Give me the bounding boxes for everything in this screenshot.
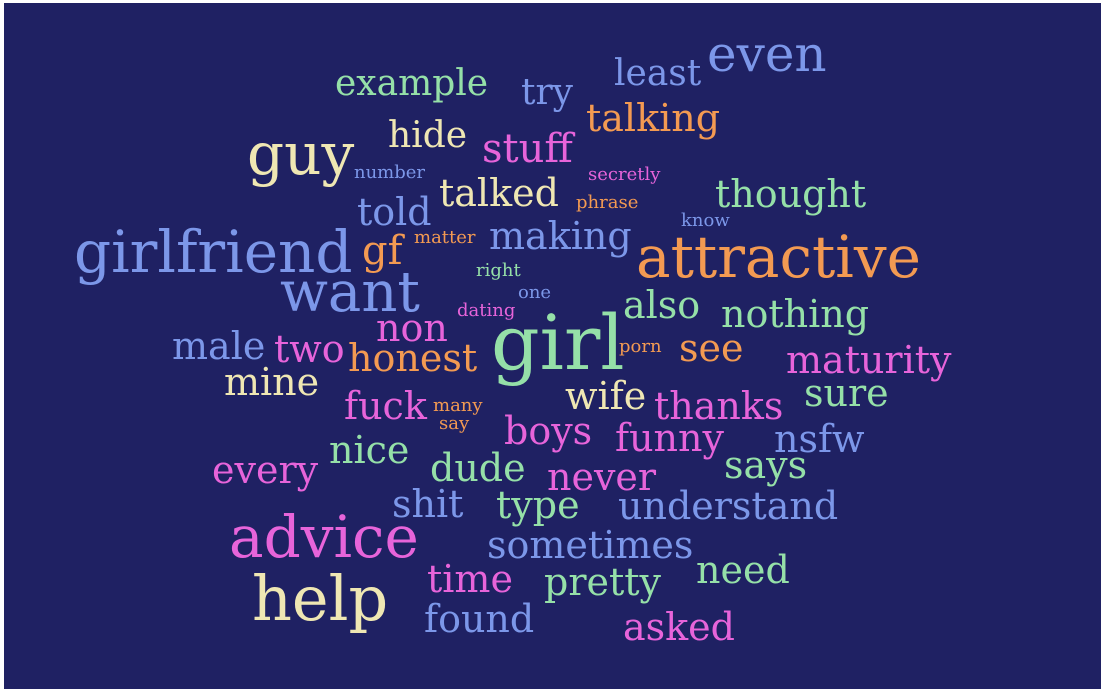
word-talked: talked [439,171,559,215]
word-nsfw: nsfw [774,417,865,461]
word-matter: matter [414,227,476,248]
word-time: time [427,557,513,601]
word-least: least [614,53,702,94]
word-porn: porn [619,336,662,357]
word-boys: boys [504,409,593,453]
word-girlfriend: girlfriend [74,218,353,286]
word-male: male [172,324,266,368]
word-two: two [274,327,345,371]
word-talking: talking [586,96,721,140]
word-pretty: pretty [544,560,661,604]
word-making: making [489,214,632,258]
word-found: found [424,597,535,641]
word-help: help [252,562,389,635]
word-attractive: attractive [636,223,921,291]
word-want: want [280,260,420,325]
word-girl: girl [491,298,625,387]
word-one: one [518,282,552,303]
word-even: even [707,25,827,83]
word-try: try [521,72,574,113]
word-secretly: secretly [588,164,661,185]
word-maturity: maturity [786,338,952,382]
word-nothing: nothing [721,292,870,336]
word-sure: sure [804,371,889,415]
word-dating: dating [457,300,516,321]
word-stuff: stuff [482,126,573,172]
word-fuck: fuck [344,384,427,428]
word-see: see [679,326,744,370]
word-type: type [496,483,580,527]
word-example: example [335,63,489,104]
word-funny: funny [615,416,724,460]
word-phrase: phrase [576,192,639,213]
word-honest: honest [348,336,478,380]
word-mine: mine [224,360,320,404]
word-advice: advice [229,503,419,571]
word-told: told [357,190,432,234]
word-know: know [681,210,730,231]
word-thought: thought [715,172,867,216]
word-every: every [212,448,319,492]
word-shit: shit [392,482,464,526]
word-say: say [439,413,470,434]
word-never: never [547,455,657,499]
word-number: number [354,162,426,183]
word-right: right [476,260,521,281]
word-hide: hide [388,115,468,156]
word-need: need [696,548,790,592]
word-guy: guy [247,120,355,188]
word-many: many [433,395,483,416]
word-non: non [376,306,448,350]
word-dude: dude [430,446,526,490]
word-thanks: thanks [654,384,784,428]
word-also: also [623,283,701,327]
word-sometimes: sometimes [487,523,694,567]
word-understand: understand [618,484,839,528]
word-cloud: girl girlfriend attractive advice help g… [4,3,1101,689]
word-wife: wife [565,374,647,418]
word-gf: gf [362,228,403,274]
word-asked: asked [623,605,735,649]
word-nice: nice [329,428,410,472]
word-says: says [724,443,808,487]
